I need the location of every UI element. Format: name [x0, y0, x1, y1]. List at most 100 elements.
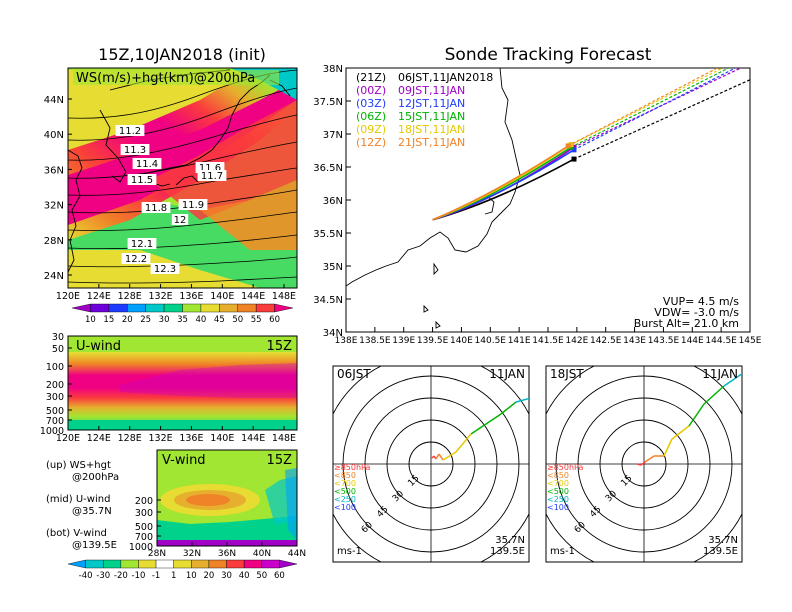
- map-colorbar-label: 55: [251, 315, 262, 325]
- hodograph-level-label: <700: [547, 479, 569, 488]
- hodograph-level-label: <250: [334, 495, 356, 504]
- uwind-field: [68, 336, 297, 430]
- vwind-colorbar-label: 10: [186, 571, 197, 581]
- vwind-colorbar-swatch: [120, 559, 139, 569]
- tracking-descent-path: [573, 68, 737, 151]
- vwind-colorbar-swatch: [243, 559, 262, 569]
- map-lon-label: 136E: [179, 291, 203, 302]
- map-colorbar-swatch: [108, 303, 128, 313]
- hodograph-level-label: ≥850hPa: [334, 463, 371, 472]
- map-colorbar-swatch: [219, 303, 238, 313]
- vwind-colorbar-label: -1: [152, 571, 160, 581]
- tracking-legend-jst: 21JST,11JAN: [398, 136, 465, 149]
- vwind-p-label: 300: [135, 508, 153, 519]
- map-lat-label: 24N: [44, 271, 64, 282]
- vwind-colorbar-swatch: [103, 559, 122, 569]
- vwind-p-label: 200: [135, 496, 153, 507]
- map-height-label: 12: [174, 215, 187, 226]
- vwind-colorbar-label: 50: [256, 571, 267, 581]
- vwind-colorbar-label: 1: [171, 571, 176, 581]
- legend-note-sub: @35.7N: [72, 506, 112, 517]
- hodograph-date: 11JAN: [489, 367, 525, 381]
- tracking-legend-z: (00Z): [356, 84, 386, 97]
- map-height-label-box: [197, 170, 227, 181]
- hodograph-level-label: <850: [547, 471, 569, 480]
- uwind-lon-label: 148E: [272, 433, 296, 444]
- vwind-colorbar-swatch: [191, 559, 210, 569]
- vwind-colorbar-swatch: [173, 559, 192, 569]
- map-ws-field: [68, 68, 297, 288]
- hodograph-segment: [688, 403, 705, 427]
- vwind-colorbar-swatch: [85, 559, 104, 569]
- vwind-lat-label: 32N: [183, 549, 201, 559]
- vwind-p-label: 700: [135, 532, 153, 543]
- vwind-p-label: 500: [135, 522, 153, 533]
- map-colorbar-label: 40: [196, 315, 207, 325]
- tracking-legend-jst: 06JST,11JAN2018: [398, 71, 493, 84]
- map-height-label: 11.6: [199, 163, 221, 174]
- hodograph-segment: [438, 453, 444, 461]
- tracking-lon-label: 142E: [565, 336, 588, 346]
- map-height-label: 11.7: [201, 171, 223, 182]
- tracking-lon-label: 139.5E: [417, 336, 449, 346]
- legend-note-sub: @200hPa: [72, 472, 119, 483]
- hodograph-segment: [470, 413, 502, 435]
- hodograph-lon: 139.5E: [490, 546, 525, 557]
- hodograph-lat: 35.7N: [708, 535, 738, 546]
- uwind-lon-label: 140E: [210, 433, 234, 444]
- uwind-p-label: 30: [52, 332, 64, 343]
- vwind-colorbar-swatch: [67, 559, 86, 569]
- map-height-label-box: [141, 202, 171, 213]
- vwind-colorbar-swatch: [226, 559, 245, 569]
- legend-note-label: (up) WS+hgt: [46, 460, 111, 471]
- vwind-lat-label: 44N: [288, 549, 306, 559]
- map-colorbar-swatch: [237, 303, 257, 313]
- tracking-title: Sonde Tracking Forecast: [445, 45, 652, 65]
- map-lon-label: 144E: [241, 291, 265, 302]
- map-height-label: 12.3: [154, 264, 176, 275]
- hodograph-unit: ms-1: [550, 546, 575, 557]
- map-lon-label: 124E: [87, 291, 111, 302]
- map-height-labels: 11.2 11.3 11.4 11.5 11.611.7 11.8 11.9 12 12.1 12…: [115, 125, 227, 275]
- hodograph-segment: [663, 438, 673, 457]
- map-colorbar-label: 35: [177, 315, 188, 325]
- map-lon-label: 128E: [118, 291, 142, 302]
- uwind-lon-label: 132E: [149, 433, 173, 444]
- tracking-lon-label: 144.5E: [705, 336, 737, 346]
- hodograph-level-label: ≥850hPa: [547, 463, 584, 472]
- tracking-vup: VUP= 4.5 m/s: [663, 295, 739, 308]
- tracking-lon-label: 141E: [508, 336, 531, 346]
- vwind-colorbar-label: 40: [239, 571, 250, 581]
- tracking-lon-label: 139E: [392, 336, 415, 346]
- map-lon-label: 140E: [210, 291, 234, 302]
- map-lon-label: 120E: [56, 291, 80, 302]
- tracking-descent-path: [570, 68, 731, 148]
- hodograph-segment: [442, 451, 457, 461]
- hodograph-rings: [333, 366, 529, 562]
- tracking-burst-marker: [568, 142, 574, 148]
- map-colorbar-label: 50: [232, 315, 243, 325]
- tracking-lon-label: 140.5E: [475, 336, 507, 346]
- vwind-colorbar-swatch: [261, 559, 280, 569]
- hodograph-level-label: <500: [334, 487, 356, 496]
- vwind-colorbar: -40 -30 -20 -10 -1 1 10 20 30 40 50 60: [67, 559, 298, 581]
- map-height-label: 11.3: [124, 145, 146, 156]
- map-colorbar: 10 15 20 25 30 35 40 45 50 55 60: [71, 303, 294, 325]
- map-colorbar-swatch: [274, 303, 294, 313]
- hodograph-segment: [644, 455, 655, 463]
- tracking-legend-jst: 12JST,11JAN: [398, 97, 465, 110]
- tracking-lat-label: 35.5N: [313, 229, 343, 240]
- tracking-lon-label: 138.5E: [359, 336, 391, 346]
- tracking-legend-z: (09Z): [356, 123, 386, 136]
- tracking-ascent-path: [432, 145, 569, 221]
- vwind-lat-label: 40N: [253, 549, 271, 559]
- map-colorbar-swatch: [200, 303, 220, 313]
- hodograph-unit: ms-1: [337, 546, 362, 557]
- tracking-legend: (21Z) 06JST,11JAN2018 (00Z) 09JST,11JAN (03Z…: [356, 71, 493, 149]
- hodograph-segment: [455, 433, 472, 453]
- map-colorbar-swatch: [90, 303, 110, 313]
- vwind-colorbar-label: -10: [132, 571, 146, 581]
- uwind-p-label: 300: [46, 392, 64, 403]
- vwind-colorbar-label: -40: [79, 571, 93, 581]
